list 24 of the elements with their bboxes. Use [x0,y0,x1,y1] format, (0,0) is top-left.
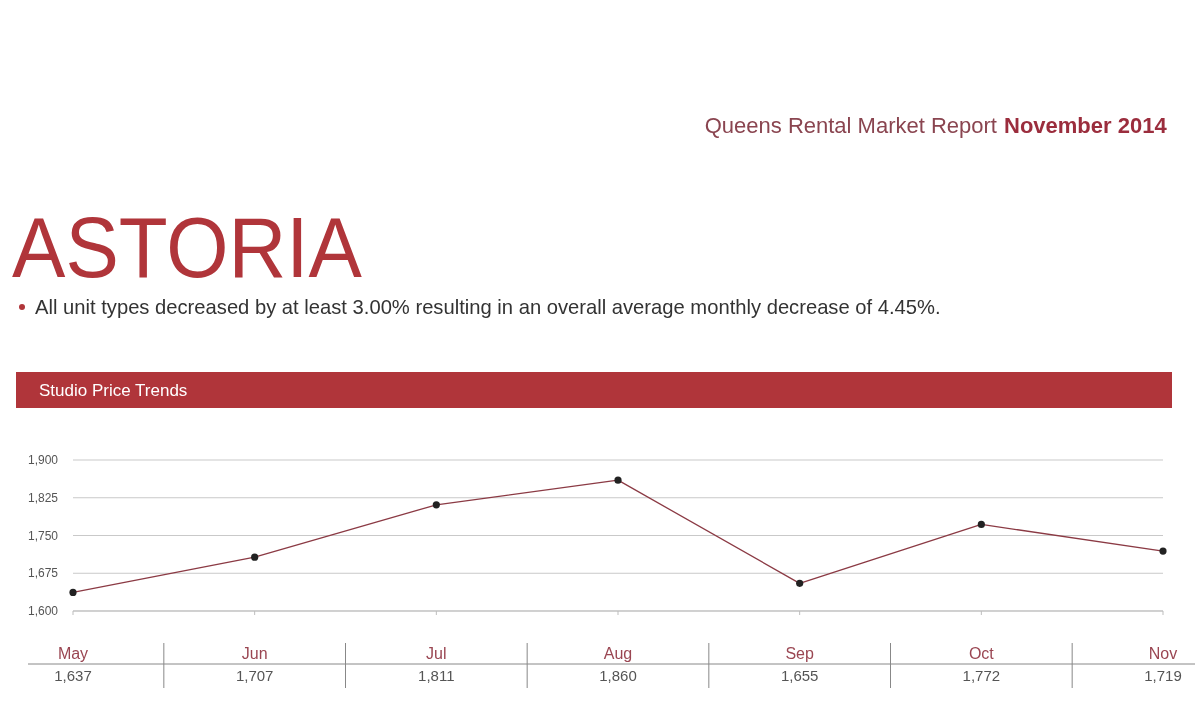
y-tick-label: 1,825 [27,490,59,505]
x-tick-label: Jul [426,645,447,662]
y-tick-label: 1,600 [27,604,59,618]
data-label: 1,719 [1144,667,1182,684]
chart-subtitle: All unit types decreased by at least 3.00% resulting in an overall average monthly decrease of 4.45%. [35,296,941,318]
y-tick-label: 1,900 [27,453,59,467]
x-tick-label: Oct [968,645,995,662]
x-tick-label: Aug [603,645,633,662]
y-tick-label: 1,675 [27,566,59,581]
x-tick-label: Sep [785,645,814,662]
data-label: 1,772 [962,667,1001,684]
data-label: 1,655 [780,667,819,684]
text: Queens Rental Market Report [704,113,997,138]
data-label: 1,707 [235,667,274,684]
x-tick-label: May [57,645,89,662]
data-label: 1,811 [418,667,455,684]
data-label: 1,637 [54,667,92,684]
x-tick-label: Nov [1148,645,1178,662]
y-tick-label: 1,750 [27,528,59,543]
x-tick-label: Jun [241,645,268,662]
chart-title: ASTORIA [12,200,384,295]
data-label: 1,860 [599,667,637,684]
text: November 2014 [1004,113,1168,138]
text: Studio Price Trends [39,381,188,400]
